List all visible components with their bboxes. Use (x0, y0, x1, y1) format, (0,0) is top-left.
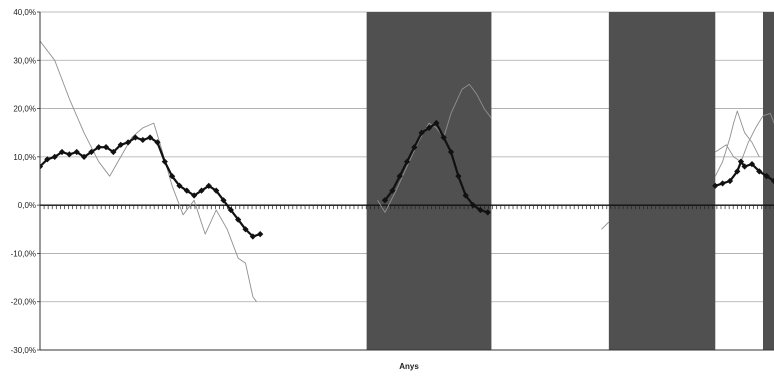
data-point (183, 187, 190, 194)
data-point (80, 153, 88, 161)
zero-axis (39, 204, 774, 210)
y-tick-label: 10,0% (13, 153, 36, 162)
y-tick-label: -30,0% (11, 346, 36, 355)
data-point (88, 148, 95, 156)
series-layer (40, 40, 774, 302)
data-point (763, 173, 770, 180)
series-line (601, 221, 610, 230)
y-tick-label: 40,0% (13, 8, 36, 17)
data-point (205, 182, 212, 189)
series-line (715, 112, 774, 163)
y-tick-label: 20,0% (13, 105, 36, 114)
series-line (40, 40, 257, 302)
data-point (110, 148, 117, 156)
series-line (40, 136, 261, 238)
shaded-period (608, 12, 716, 350)
data-point (734, 168, 741, 175)
data-point (257, 230, 264, 238)
data-point (66, 151, 73, 158)
x-axis-title: Anys (399, 362, 419, 371)
shaded-periods (366, 12, 774, 350)
y-tick-label: -10,0% (11, 249, 36, 258)
data-point (235, 216, 242, 223)
data-point (712, 182, 719, 189)
data-point (146, 134, 154, 141)
y-tick-label: 30,0% (13, 56, 36, 65)
data-point (447, 148, 455, 156)
data-point (756, 168, 763, 175)
data-point (462, 192, 469, 199)
data-point (169, 173, 176, 180)
data-point (389, 187, 396, 194)
y-tick-label: -20,0% (11, 298, 36, 307)
plot-frame (39, 12, 774, 351)
y-tick-labels: 40,0% 30,0% 20,0% 10,0% 0,0% -10,0% -20,0% -30,… (11, 8, 40, 355)
data-point (73, 148, 80, 156)
data-point (719, 180, 726, 187)
data-point (139, 136, 146, 144)
series-line (714, 110, 760, 177)
shaded-period (762, 12, 774, 350)
data-point (176, 182, 183, 189)
y-tick-label: 0,0% (18, 201, 36, 210)
shaded-period (366, 12, 492, 350)
data-point (220, 197, 227, 204)
data-point (227, 206, 234, 214)
data-point (40, 163, 44, 170)
data-point (95, 144, 102, 151)
data-point (469, 201, 477, 209)
data-point (198, 187, 205, 194)
data-point (440, 134, 447, 141)
